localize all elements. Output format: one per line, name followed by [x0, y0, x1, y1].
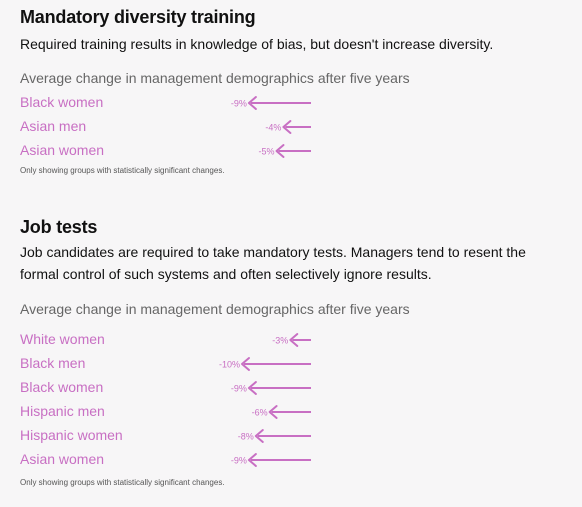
category-label: Black men	[20, 355, 86, 371]
value-label: -3%	[272, 336, 288, 346]
chart-subtitle: Average change in management demographic…	[20, 301, 410, 317]
section-title: Mandatory diversity training	[20, 7, 256, 27]
chart-rows: Black women -9% Asian men -4% Asian women -5%	[20, 91, 568, 163]
arrow-head	[254, 429, 264, 443]
category-label: White women	[20, 331, 105, 347]
chart-row: Hispanic men -6%	[20, 400, 568, 424]
value-label: -9%	[231, 99, 247, 109]
chart-rows: White women -3% Black men -10% Black women -9…	[20, 328, 568, 472]
arrow-head	[247, 96, 257, 110]
category-label: Asian women	[20, 451, 105, 467]
chart-row: Black women -9%	[20, 91, 568, 115]
chart-subtitle: Average change in management demographic…	[20, 70, 410, 86]
arrow-head	[275, 144, 285, 158]
arrow-head	[282, 120, 292, 134]
value-label: -10%	[219, 360, 240, 370]
arrow-mark-svg: -8%	[238, 429, 311, 443]
value-label: -9%	[231, 384, 247, 394]
category-label: Black women	[20, 379, 104, 395]
arrow-mark-svg: -5%	[258, 144, 311, 158]
category-label: Asian men	[20, 118, 87, 134]
arrow-mark-svg: -9%	[231, 96, 311, 110]
category-label: Black women	[20, 94, 104, 110]
value-label: -9%	[231, 456, 247, 466]
category-label: Hispanic women	[20, 427, 123, 443]
value-label: -5%	[258, 147, 274, 157]
chart-row: Asian men -4%	[20, 115, 568, 139]
arrow-head	[268, 405, 278, 419]
value-label: -6%	[252, 408, 268, 418]
arrow-mark-svg: -3%	[272, 333, 311, 347]
arrow-mark-svg: -9%	[231, 453, 311, 467]
chart-row: Asian women -5%	[20, 139, 568, 163]
section-description: Required training results in knowledge o…	[20, 36, 494, 52]
section-diversity-training: Mandatory diversity training Required tr…	[20, 6, 568, 177]
chart-footnote: Only showing groups with statistically s…	[20, 166, 225, 175]
arrow-head	[247, 453, 257, 467]
arrow-head	[247, 381, 257, 395]
arrow-mark-svg: -4%	[265, 120, 311, 134]
chart-row: Black women -9%	[20, 376, 568, 400]
arrow-mark-svg: -6%	[252, 405, 311, 419]
chart-row: Black men -10%	[20, 352, 568, 376]
category-label: Asian women	[20, 142, 105, 158]
value-label: -4%	[265, 123, 281, 133]
chart-row: Hispanic women -8%	[20, 424, 568, 448]
arrow-mark-svg: -9%	[231, 381, 311, 395]
section-description: Job candidates are required to take mand…	[20, 244, 526, 282]
arrow-head	[289, 333, 299, 347]
chart-row: Asian women -9%	[20, 448, 568, 472]
section-title: Job tests	[20, 217, 98, 237]
arrow-mark-svg: -10%	[219, 357, 311, 371]
value-label: -8%	[238, 432, 254, 442]
section-job-tests: Job tests Job candidates are required to…	[20, 216, 568, 489]
category-label: Hispanic men	[20, 403, 105, 419]
chart-footnote: Only showing groups with statistically s…	[20, 478, 225, 487]
chart-row: White women -3%	[20, 328, 568, 352]
arrow-head	[241, 357, 250, 371]
